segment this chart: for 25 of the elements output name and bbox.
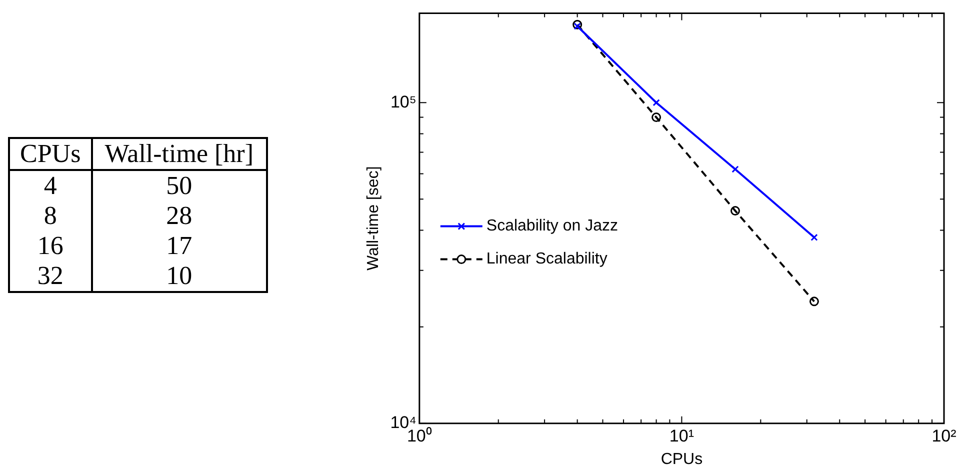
- point: [810, 234, 818, 241]
- data-label: 17: [165, 231, 194, 261]
- data-label: 10: [165, 261, 194, 292]
- x-tick-label: 10²: [932, 426, 957, 446]
- data-label: 28: [165, 201, 194, 231]
- legend-label: Scalability on Jazz: [486, 218, 618, 235]
- point: [574, 22, 581, 30]
- y-tick-label: 10⁵: [390, 92, 416, 112]
- text: CPUs: [9, 138, 92, 170]
- category-label: 4: [9, 170, 92, 201]
- x-tick-label: 10¹: [669, 426, 694, 446]
- x-axis-title: CPUs: [660, 450, 703, 468]
- text: Wall-time [hr]: [104, 138, 254, 170]
- point: [652, 112, 662, 122]
- point: [652, 99, 660, 106]
- point: [730, 206, 740, 216]
- y-axis-title: Wall-time [sec]: [365, 166, 382, 270]
- point: [572, 20, 582, 30]
- data-label: 50: [165, 170, 194, 201]
- legend-label: Linear Scalability: [486, 250, 608, 268]
- category-label: 16: [9, 231, 92, 261]
- point: [732, 166, 739, 173]
- point: [809, 296, 819, 306]
- category-label: 32: [9, 261, 92, 292]
- category-label: 8: [9, 201, 92, 231]
